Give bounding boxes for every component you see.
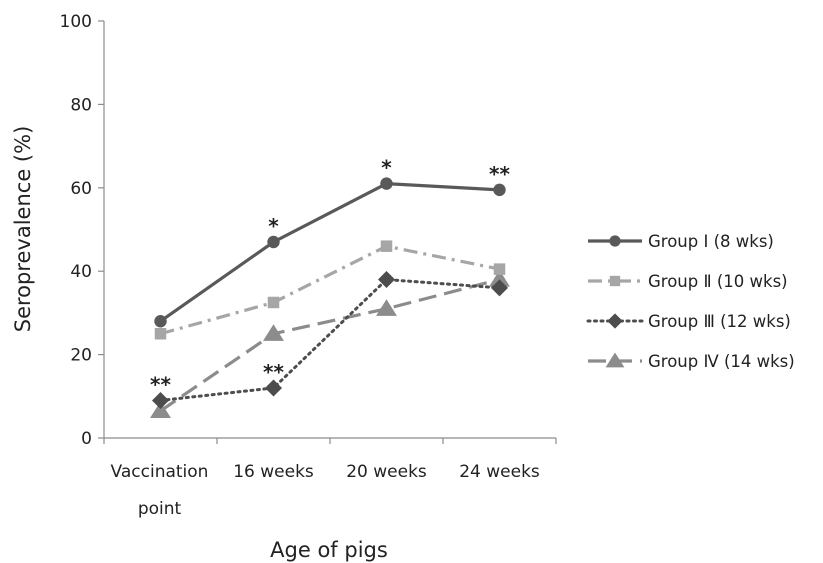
y-axis-title: Seroprevalence (%) (11, 126, 35, 333)
axes: 0 20 40 60 80 100 Vaccination point 16 weeks 20 w… (60, 12, 557, 519)
data-point-circle (493, 183, 506, 197)
x-tick-label: 24 weeks (459, 462, 540, 482)
y-tick-label: 0 (81, 429, 92, 449)
data-point-square (267, 296, 280, 309)
legend-entry: Group Ⅰ (8 wks) (588, 232, 774, 251)
data-point-diamond (152, 391, 169, 409)
series-layer (150, 177, 510, 419)
data-point-diamond (378, 271, 395, 289)
legend-label: Group Ⅳ (14 wks) (648, 352, 795, 371)
data-point-triangle (489, 270, 510, 287)
y-tick-label: 20 (70, 346, 92, 366)
data-point-square (380, 240, 393, 252)
legend-entry: Group Ⅲ (12 wks) (586, 312, 791, 331)
x-tick-label: Vaccination (111, 462, 209, 482)
series-line (160, 244, 500, 336)
legend-label: Group Ⅱ (10 wks) (648, 272, 788, 291)
series-line (159, 277, 501, 402)
data-point-square (609, 275, 621, 287)
data-point-triangle (263, 324, 284, 341)
data-point-circle (267, 235, 280, 249)
y-tick-label: 60 (70, 179, 92, 199)
y-tick-label: 40 (70, 262, 92, 282)
series-line (159, 277, 500, 413)
data-point-triangle (150, 401, 171, 419)
legend-entry: Group Ⅳ (14 wks) (588, 352, 795, 371)
data-point-diamond (491, 279, 508, 297)
data-point-triangle (376, 299, 397, 316)
data-point-square (154, 328, 167, 340)
data-point-square (493, 263, 506, 275)
series (150, 270, 510, 419)
annotations: ** ****** (150, 156, 510, 397)
data-point-circle (609, 235, 621, 247)
data-point-diamond (607, 313, 623, 329)
data-point-circle (154, 315, 167, 328)
legend: Group Ⅰ (8 wks) Group Ⅱ (10 wks) Group Ⅲ (… (586, 232, 795, 371)
significance-annotation: ** (150, 372, 171, 396)
significance-annotation: * (268, 214, 279, 238)
x-tick-label: point (138, 499, 182, 519)
legend-entry: Group Ⅱ (10 wks) (588, 272, 788, 291)
data-point-diamond (265, 379, 282, 397)
series (154, 240, 506, 340)
y-tick-label: 80 (70, 95, 92, 115)
x-axis-title: Age of pigs (270, 538, 388, 562)
significance-annotation: * (381, 156, 392, 180)
data-point-circle (380, 177, 393, 190)
y-tick-label: 100 (60, 12, 92, 32)
x-tick-label: 16 weeks (233, 462, 314, 482)
data-point-triangle (605, 352, 625, 368)
series-line (159, 182, 500, 323)
series (152, 271, 508, 409)
x-tick-label: 20 weeks (346, 462, 427, 482)
series (154, 177, 506, 328)
significance-annotation: ** (489, 162, 510, 186)
legend-label: Group Ⅲ (12 wks) (648, 312, 791, 331)
significance-annotation: ** (263, 360, 284, 384)
legend-label: Group Ⅰ (8 wks) (648, 232, 774, 251)
